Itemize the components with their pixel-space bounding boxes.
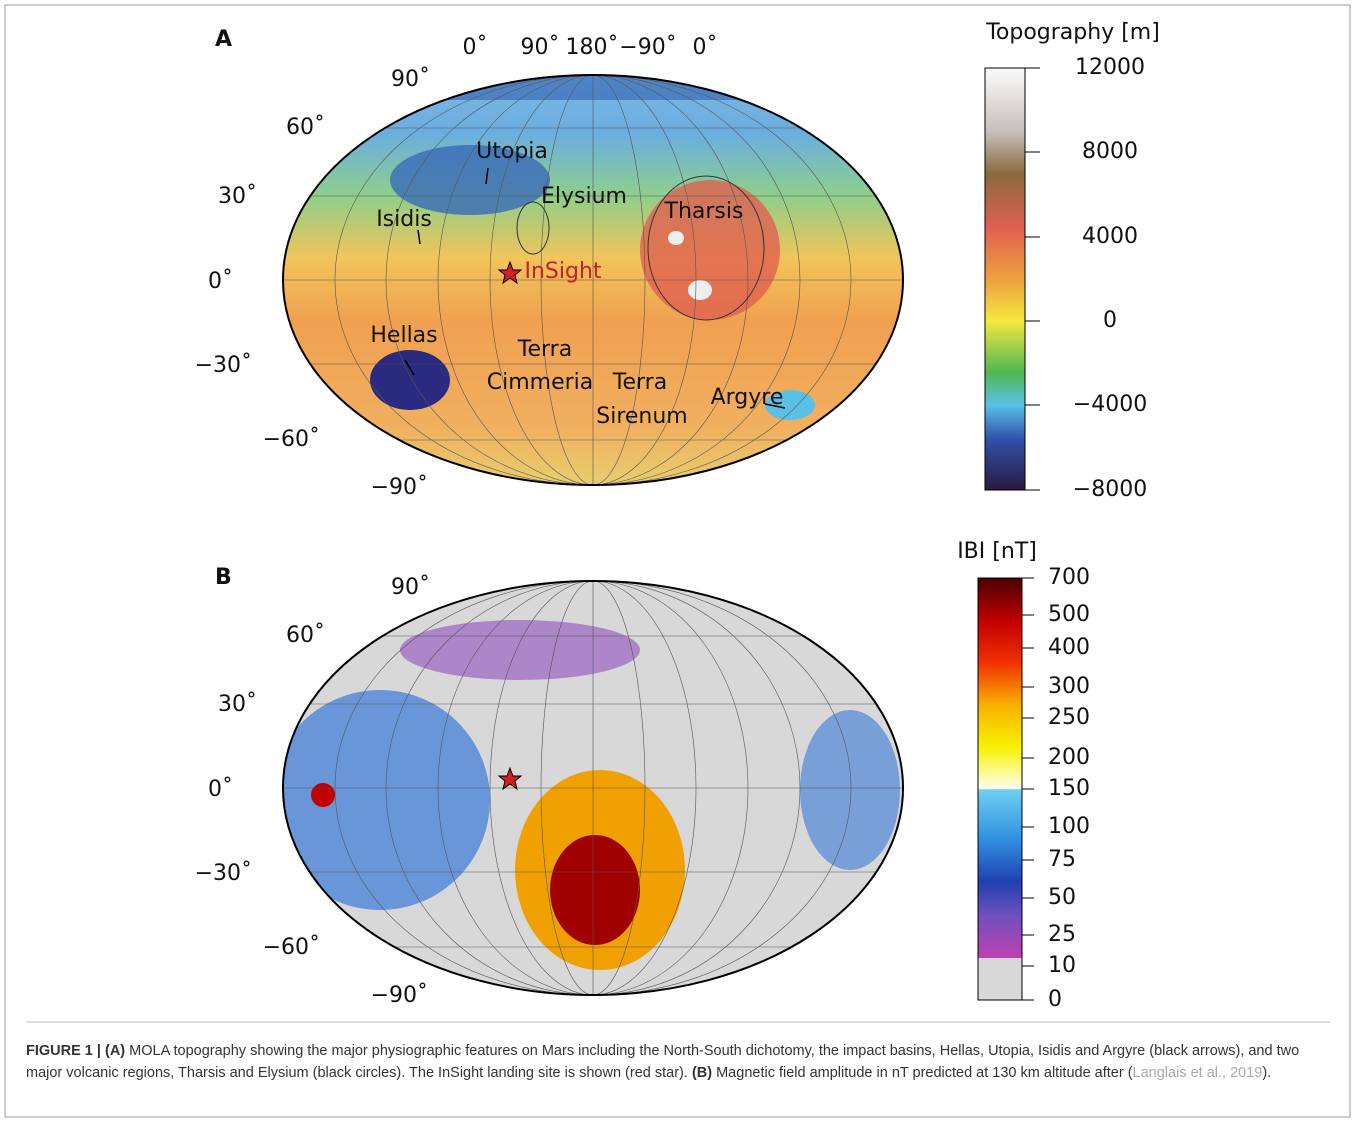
longitude-label: −90˚ bbox=[619, 35, 676, 60]
longitude-label: 0˚ bbox=[693, 35, 718, 60]
colorbar-tick-label: 4000 bbox=[1082, 224, 1138, 249]
colorbar-tick-label: −8000 bbox=[1073, 477, 1147, 502]
caption-text: Magnetic field amplitude in nT predicted… bbox=[712, 1065, 1132, 1081]
latitude-label: 30˚ bbox=[218, 692, 257, 717]
latitude-label: −60˚ bbox=[263, 427, 320, 452]
latitude-label: −30˚ bbox=[195, 353, 252, 378]
panel-label: B bbox=[215, 565, 232, 590]
feature-label: Cimmeria bbox=[487, 370, 594, 395]
latitude-label: −30˚ bbox=[195, 861, 252, 886]
colorbar-tick-label: 25 bbox=[1048, 922, 1076, 947]
page: A B Topography [m] IBI [nT] 0˚90˚180˚−90… bbox=[0, 0, 1355, 1122]
colorbar-a bbox=[985, 68, 1025, 490]
feature-label: Argyre bbox=[711, 385, 784, 410]
citation: Langlais et al., 2019 bbox=[1133, 1065, 1263, 1081]
colorbar-tick-label: 250 bbox=[1048, 705, 1090, 730]
feature-label: InSight bbox=[524, 259, 601, 284]
colorbar-tick-label: 100 bbox=[1048, 814, 1090, 839]
latitude-label: 90˚ bbox=[391, 67, 430, 92]
feature-label: Hellas bbox=[370, 323, 437, 348]
figure-label: FIGURE 1 | bbox=[26, 1043, 105, 1059]
colorbar-tick-label: 0 bbox=[1103, 308, 1117, 333]
latitude-label: −90˚ bbox=[371, 475, 428, 500]
colorbar-tick-label: 75 bbox=[1048, 847, 1076, 872]
colorbar-tick-label: 500 bbox=[1048, 602, 1090, 627]
panel-ref: (B) bbox=[692, 1065, 712, 1081]
feature-label: Sirenum bbox=[596, 404, 688, 429]
caption-text: ). bbox=[1262, 1065, 1271, 1081]
magnetic-map bbox=[270, 575, 910, 1005]
latitude-label: 0˚ bbox=[208, 269, 233, 294]
latitude-label: 60˚ bbox=[286, 623, 325, 648]
panel-label: A bbox=[215, 27, 232, 52]
feature-label: Tharsis bbox=[664, 199, 744, 224]
latitude-label: −60˚ bbox=[263, 935, 320, 960]
longitude-label: 180˚ bbox=[566, 35, 619, 60]
latitude-label: 0˚ bbox=[208, 777, 233, 802]
latitude-label: 30˚ bbox=[218, 184, 257, 209]
colorbar-tick-label: 0 bbox=[1048, 987, 1062, 1012]
colorbar-tick-label: 50 bbox=[1048, 885, 1076, 910]
colorbar-tick-label: 150 bbox=[1048, 776, 1090, 801]
caption: FIGURE 1 | (A) MOLA topography showing t… bbox=[26, 1040, 1316, 1084]
feature-label: Isidis bbox=[376, 207, 432, 232]
colorbar-title: Topography [m] bbox=[985, 20, 1160, 45]
colorbar-tick-label: 10 bbox=[1048, 953, 1076, 978]
panel-ref: (A) bbox=[105, 1043, 125, 1059]
latitude-label: 60˚ bbox=[286, 115, 325, 140]
feature-label: Utopia bbox=[476, 139, 548, 164]
longitude-label: 90˚ bbox=[521, 35, 560, 60]
latitude-label: 90˚ bbox=[391, 575, 430, 600]
longitude-label: 0˚ bbox=[463, 35, 488, 60]
colorbar-tick-label: 400 bbox=[1048, 635, 1090, 660]
latitude-label: −90˚ bbox=[371, 983, 428, 1008]
figure: A B Topography [m] IBI [nT] 0˚90˚180˚−90… bbox=[0, 0, 1355, 1122]
colorbar-tick-label: 200 bbox=[1048, 745, 1090, 770]
feature-label: Elysium bbox=[541, 184, 627, 209]
feature-label: Terra bbox=[612, 370, 667, 395]
colorbar-tick-label: 12000 bbox=[1075, 55, 1145, 80]
colorbar-tick-label: 300 bbox=[1048, 674, 1090, 699]
colorbar-tick-label: 700 bbox=[1048, 565, 1090, 590]
colorbar-title: IBI [nT] bbox=[957, 539, 1037, 564]
colorbar-tick-label: 8000 bbox=[1082, 139, 1138, 164]
colorbar-tick-label: −4000 bbox=[1073, 392, 1147, 417]
colorbar-b bbox=[978, 578, 1022, 1000]
feature-label: Terra bbox=[517, 337, 572, 362]
